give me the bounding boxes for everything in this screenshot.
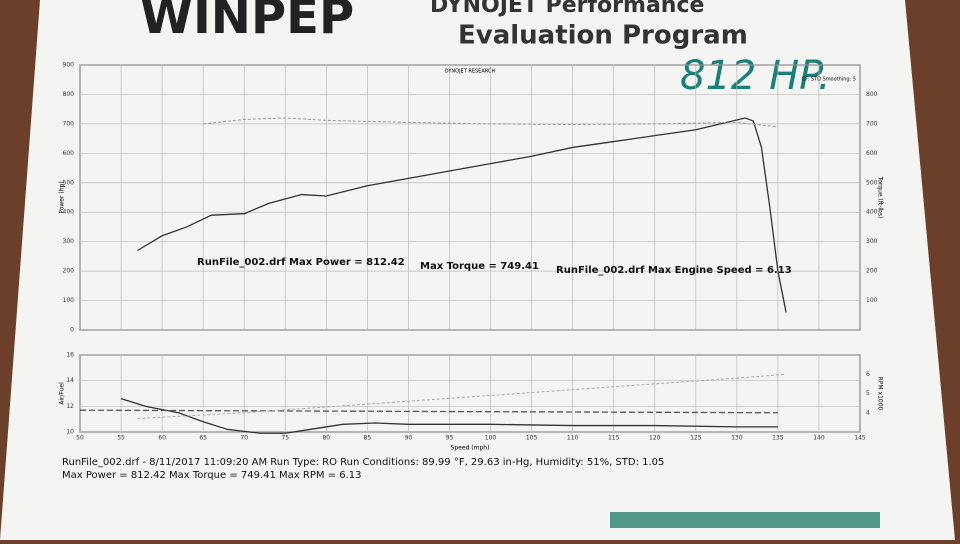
y2-tick-label: 400	[866, 209, 878, 216]
y2-tick-label: 4	[866, 409, 870, 416]
x-tick-label: 105	[526, 435, 538, 442]
x-tick-label: 135	[772, 435, 784, 442]
y-tick-label: 300	[63, 238, 75, 245]
x-tick-label: 65	[199, 435, 207, 442]
y-tick-label: 12	[66, 403, 74, 410]
y-axis-label: Air/Fuel	[59, 382, 66, 405]
x-tick-label: 120	[649, 435, 661, 442]
y-tick-label: 200	[63, 268, 75, 275]
y2-tick-label: 800	[866, 91, 878, 98]
redacted-ink	[610, 512, 880, 528]
y2-tick-label: 600	[866, 150, 878, 157]
x-tick-label: 130	[731, 435, 743, 442]
handwritten-note: 812 HP.	[680, 53, 830, 99]
summary-line: Max Power = 812.42 Max Torque = 749.41 M…	[62, 470, 362, 481]
summary-line: RunFile_002.drf - 8/11/2017 11:09:20 AM …	[62, 457, 664, 468]
x-tick-label: 125	[690, 435, 702, 442]
x-tick-label: 140	[813, 435, 825, 442]
x-tick-label: 110	[567, 435, 579, 442]
x-tick-label: 75	[281, 435, 289, 442]
x-tick-label: 85	[364, 435, 372, 442]
y-tick-label: 0	[70, 327, 74, 334]
y2-tick-label: 500	[866, 179, 878, 186]
series-line	[120, 398, 778, 434]
annotation: Max Torque = 749.41	[420, 261, 539, 272]
y-tick-label: 700	[63, 120, 75, 127]
y-tick-label: 100	[63, 297, 75, 304]
header-line1: DYNOJET Performance	[430, 0, 704, 18]
x-tick-label: 50	[76, 435, 84, 442]
x-axis-label: Speed (mph)	[451, 445, 490, 452]
y2-tick-label: 700	[866, 120, 878, 127]
y2-tick-label: 300	[866, 238, 878, 245]
x-tick-label: 60	[158, 435, 166, 442]
x-tick-label: 100	[485, 435, 497, 442]
y-tick-label: 600	[63, 150, 75, 157]
x-tick-label: 70	[240, 435, 248, 442]
y-tick-label: 900	[63, 62, 75, 69]
y2-tick-label: 6	[866, 371, 870, 378]
y-tick-label: 14	[66, 377, 74, 384]
y-tick-label: 800	[63, 91, 75, 98]
y-axis-label: Power (hp)	[59, 181, 66, 213]
settings-note: CF: STD Smoothing: 5	[802, 77, 856, 83]
y-tick-label: 500	[63, 179, 75, 186]
series-line	[137, 117, 787, 313]
annotation: RunFile_002.drf Max Power = 812.42	[197, 257, 405, 268]
y-tick-label: 16	[66, 352, 74, 359]
x-tick-label: 80	[322, 435, 330, 442]
y2-tick-label: 200	[866, 268, 878, 275]
x-tick-label: 95	[446, 435, 454, 442]
x-tick-label: 145	[854, 435, 866, 442]
series-line	[79, 409, 778, 414]
y2-axis-label: Torque (ft-lbs)	[877, 176, 884, 219]
header-line2: Evaluation Program	[458, 21, 748, 51]
logo: WINPEP	[140, 0, 354, 45]
chart-title: DYNOJET RESEARCH	[445, 69, 496, 75]
y2-tick-label: 100	[866, 297, 878, 304]
x-tick-label: 115	[608, 435, 620, 442]
y-tick-label: 10	[66, 429, 74, 436]
annotation: RunFile_002.drf Max Engine Speed = 6.13	[556, 265, 792, 276]
y2-axis-label: RPM x1000	[877, 377, 884, 411]
y2-tick-label: 5	[866, 390, 870, 397]
y-tick-label: 400	[63, 209, 75, 216]
series-line	[203, 117, 778, 128]
x-tick-label: 90	[405, 435, 413, 442]
x-tick-label: 55	[117, 435, 125, 442]
